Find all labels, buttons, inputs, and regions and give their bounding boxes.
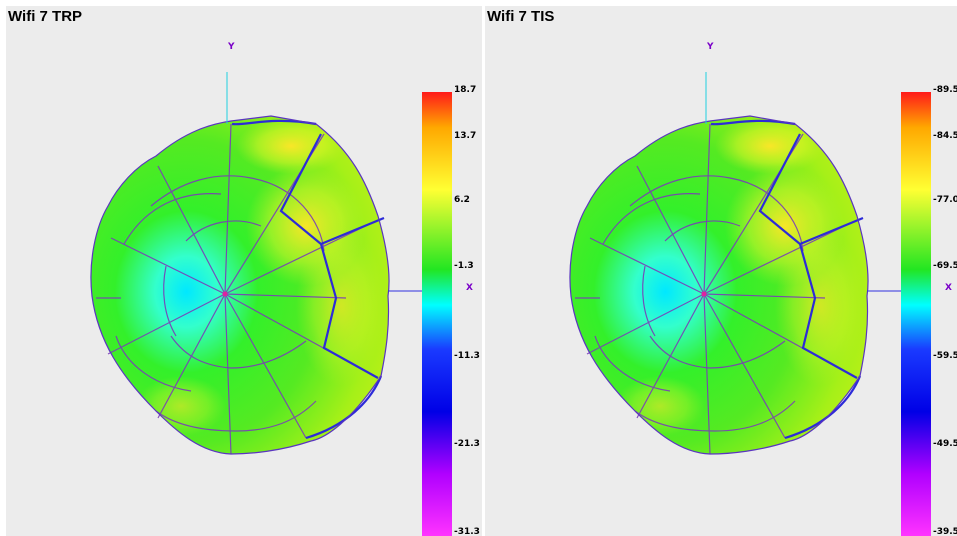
colorbar-tick-label: -59.5 [933,351,957,361]
colorbar-tick-label: -77.0 [933,195,957,205]
x-axis-label: X [466,283,473,293]
colorbar-tick-label: -84.5 [933,131,957,141]
pattern-outline [90,115,390,455]
chart-title: Wifi 7 TIS [487,8,555,25]
pattern-surface [90,116,390,454]
colorbar-tick-label: 18.7 [454,85,477,95]
colorbar-tick-label: -11.3 [454,351,480,361]
colorbar-tick-label: -49.5 [933,439,957,449]
chart-title: Wifi 7 TRP [8,8,83,25]
pattern-surface [569,116,869,454]
colorbar-tick-label: -89.5 [933,85,957,95]
colorbar-tick-label: 13.7 [454,131,477,141]
origin-marker [701,291,707,297]
radiation-pattern-plot [569,72,903,455]
trp-chart-panel: Wifi 7 TRP Y X 18.7 13.7 6.2 -1.3 -11.3 … [6,6,482,536]
y-axis-label: Y [707,42,714,52]
pattern-outline [569,115,869,455]
colorbar-tick-label: -1.3 [454,261,474,271]
y-axis-label: Y [228,42,235,52]
colorbar-tick-label: -39.5 [933,527,957,536]
x-axis-label: X [945,283,952,293]
tis-chart-panel: Wifi 7 TIS Y X -89.5 -84.5 -77.0 -69.5 -… [485,6,957,536]
colorbar-tick-label: 6.2 [454,195,470,205]
origin-marker [222,291,228,297]
colorbar [422,92,452,536]
colorbar-tick-label: -31.3 [454,527,480,536]
pattern-mesh [96,123,379,455]
colorbar-tick-label: -21.3 [454,439,480,449]
colorbar [901,92,931,536]
radiation-pattern-plot [90,72,424,455]
colorbar-tick-label: -69.5 [933,261,957,271]
pattern-edge [710,119,864,440]
